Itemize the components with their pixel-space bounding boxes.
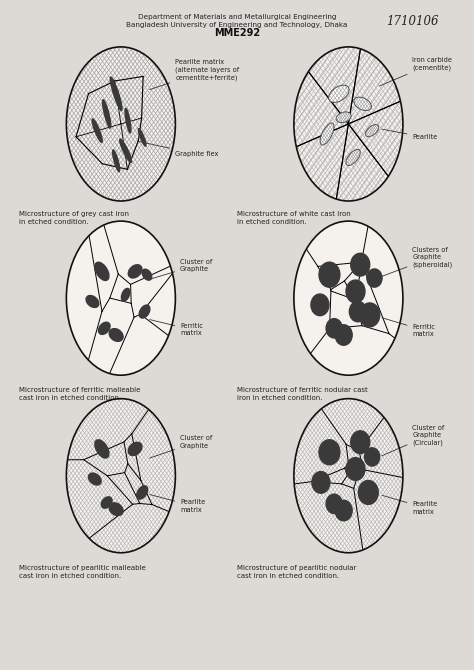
Ellipse shape	[335, 500, 352, 521]
Ellipse shape	[319, 262, 340, 287]
Ellipse shape	[95, 440, 109, 458]
Text: Pearlite: Pearlite	[382, 129, 438, 140]
Text: Cluster of
Graphite
(Circular): Cluster of Graphite (Circular)	[382, 425, 445, 456]
Ellipse shape	[311, 294, 329, 316]
Ellipse shape	[326, 494, 342, 513]
Ellipse shape	[112, 150, 120, 172]
Ellipse shape	[365, 125, 379, 137]
Ellipse shape	[89, 473, 101, 485]
Ellipse shape	[326, 319, 342, 338]
Text: Microstructure of ferritic malleable
cast iron in etched condition.: Microstructure of ferritic malleable cas…	[19, 387, 140, 401]
Text: Microstructure of grey cast iron
in etched condition.: Microstructure of grey cast iron in etch…	[19, 211, 129, 225]
Circle shape	[294, 399, 403, 553]
Ellipse shape	[336, 112, 351, 123]
Ellipse shape	[109, 328, 123, 342]
Ellipse shape	[367, 269, 382, 287]
Ellipse shape	[346, 458, 365, 480]
Text: Pearlite matrix
(alternate layers of
cementite+ferrite): Pearlite matrix (alternate layers of cem…	[150, 60, 239, 90]
Ellipse shape	[92, 119, 102, 142]
Text: 1710106: 1710106	[386, 15, 438, 28]
Ellipse shape	[354, 97, 371, 111]
Ellipse shape	[351, 431, 370, 454]
Ellipse shape	[95, 262, 109, 281]
Text: Microstructure of pearlitic nodular
cast iron in etched condition.: Microstructure of pearlitic nodular cast…	[237, 565, 356, 579]
Ellipse shape	[319, 440, 340, 465]
Circle shape	[294, 221, 403, 375]
Text: Microstructure of white cast iron
in etched condition.: Microstructure of white cast iron in etc…	[237, 211, 351, 225]
Ellipse shape	[346, 149, 360, 165]
Text: Iron carbide
(cementite): Iron carbide (cementite)	[379, 57, 452, 86]
Ellipse shape	[99, 322, 110, 334]
Text: Clusters of
Graphite
(spheroidal): Clusters of Graphite (spheroidal)	[382, 247, 453, 277]
Ellipse shape	[119, 139, 132, 162]
Text: Microstructure of ferritic nodular cast
iron in etched condition.: Microstructure of ferritic nodular cast …	[237, 387, 368, 401]
Ellipse shape	[139, 305, 150, 318]
Ellipse shape	[128, 265, 142, 278]
Text: Graphite flex: Graphite flex	[138, 141, 219, 157]
Ellipse shape	[102, 100, 111, 128]
Circle shape	[66, 47, 175, 201]
Text: Ferritic
matrix: Ferritic matrix	[382, 318, 435, 337]
Text: Cluster of
Graphite: Cluster of Graphite	[150, 436, 212, 458]
Ellipse shape	[142, 269, 152, 280]
Ellipse shape	[365, 448, 380, 466]
Ellipse shape	[86, 295, 99, 308]
Ellipse shape	[360, 303, 380, 327]
Text: MME292: MME292	[214, 29, 260, 38]
Circle shape	[294, 47, 403, 201]
Ellipse shape	[335, 325, 352, 345]
Ellipse shape	[101, 497, 112, 508]
Ellipse shape	[351, 253, 370, 276]
Ellipse shape	[137, 486, 148, 499]
Ellipse shape	[110, 77, 122, 111]
Ellipse shape	[320, 123, 334, 145]
Ellipse shape	[346, 280, 365, 303]
Ellipse shape	[109, 502, 123, 516]
Text: Department of Materials and Metallurgical Engineering: Department of Materials and Metallurgica…	[138, 15, 336, 20]
Ellipse shape	[312, 472, 330, 493]
Ellipse shape	[128, 442, 142, 456]
Text: Bangladesh University of Engineering and Technology, Dhaka: Bangladesh University of Engineering and…	[126, 22, 348, 27]
Ellipse shape	[121, 288, 130, 302]
Text: Cluster of
Graphite: Cluster of Graphite	[150, 259, 212, 279]
Text: Pearlite
matrix: Pearlite matrix	[150, 494, 205, 513]
Ellipse shape	[349, 302, 366, 322]
Ellipse shape	[125, 109, 131, 133]
Text: Pearlite
matrix: Pearlite matrix	[382, 495, 438, 515]
Text: Ferritic
matrix: Ferritic matrix	[150, 320, 203, 336]
Ellipse shape	[329, 85, 349, 103]
Ellipse shape	[358, 480, 378, 505]
Circle shape	[66, 399, 175, 553]
Circle shape	[66, 221, 175, 375]
Text: Microstructure of pearlitic malleable
cast iron in etched condition.: Microstructure of pearlitic malleable ca…	[19, 565, 146, 579]
Ellipse shape	[138, 129, 146, 146]
